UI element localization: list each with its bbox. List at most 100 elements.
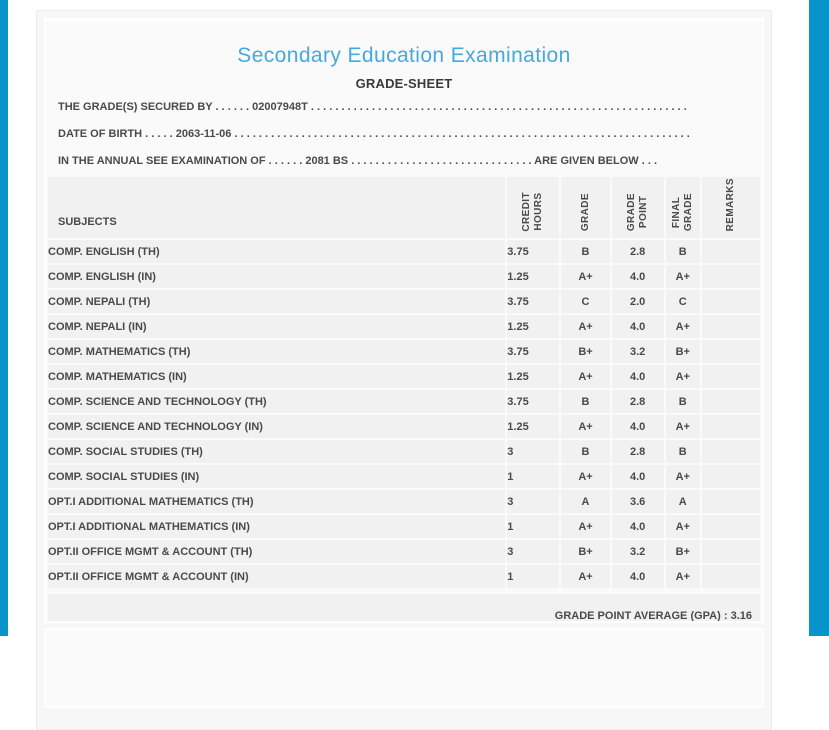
table-row: COMP. SCIENCE AND TECHNOLOGY (IN) 1.25 A… — [48, 415, 760, 439]
credit-hours-cell: 3.75 — [507, 340, 560, 364]
final-grade-cell: A+ — [665, 365, 700, 389]
gpa-value: 3.16 — [730, 610, 752, 623]
grade-point-cell: 4.0 — [611, 365, 664, 389]
grade-table-body: COMP. ENGLISH (TH) 3.75 B 2.8 B COMP. EN… — [48, 240, 760, 589]
final-grade-cell: B — [665, 240, 700, 264]
final-grade-cell: A — [665, 490, 700, 514]
remarks-cell — [701, 315, 760, 339]
page-title: Secondary Education Examination — [237, 44, 571, 67]
grade-cell: A+ — [561, 415, 610, 439]
remarks-cell — [701, 340, 760, 364]
subject-cell: COMP. SCIENCE AND TECHNOLOGY (IN) — [48, 415, 506, 439]
table-header-row: SUBJECTS CREDIT HOURS GRADE GRADE POINT … — [48, 177, 760, 239]
credit-hours-cell: 1 — [507, 465, 560, 489]
grade-cell: A+ — [561, 265, 610, 289]
remarks-cell — [701, 440, 760, 464]
column-header-remarks: REMARKS — [701, 177, 760, 239]
column-header-grade: GRADE — [561, 177, 610, 239]
final-grade-cell: A+ — [665, 315, 700, 339]
credit-hours-cell: 3 — [507, 490, 560, 514]
grade-point-cell: 3.2 — [611, 540, 664, 564]
remarks-cell — [701, 490, 760, 514]
credit-hours-cell: 3 — [507, 440, 560, 464]
table-row: OPT.II OFFICE MGMT & ACCOUNT (IN) 1 A+ 4… — [48, 565, 760, 589]
info-line-examination-year: IN THE ANNUAL SEE EXAMINATION OF . . . .… — [58, 153, 690, 169]
examination-year-value: 2081 BS — [305, 155, 349, 167]
grade-cell: A+ — [561, 365, 610, 389]
grade-cell: B+ — [561, 540, 610, 564]
grade-point-cell: 3.6 — [611, 490, 664, 514]
credit-hours-cell: 3.75 — [507, 240, 560, 264]
remarks-cell — [701, 515, 760, 539]
final-grade-cell: B+ — [665, 340, 700, 364]
next-section-panel — [44, 628, 764, 708]
page-subtitle: GRADE-SHEET — [355, 76, 453, 91]
table-row: COMP. SCIENCE AND TECHNOLOGY (TH) 3.75 B… — [48, 390, 760, 414]
dotted-filler: . . . . . . . . . . . . . . . . . . . . … — [351, 155, 658, 167]
grade-point-cell: 4.0 — [611, 465, 664, 489]
credit-hours-cell: 3.75 — [507, 390, 560, 414]
final-grade-cell: B — [665, 440, 700, 464]
left-accent-bar — [0, 0, 8, 636]
dotted-filler: . . . . . . . . . . . . . . . . . . . . … — [310, 101, 690, 113]
final-grade-cell: B — [665, 390, 700, 414]
table-row: COMP. NEPALI (IN) 1.25 A+ 4.0 A+ — [48, 315, 760, 339]
table-row: OPT.II OFFICE MGMT & ACCOUNT (TH) 3 B+ 3… — [48, 540, 760, 564]
table-row: COMP. MATHEMATICS (TH) 3.75 B+ 3.2 B+ — [48, 340, 760, 364]
credit-hours-cell: 1.25 — [507, 415, 560, 439]
info-label: THE GRADE(S) SECURED BY . . . . . . — [58, 101, 250, 113]
grade-point-cell: 4.0 — [611, 265, 664, 289]
column-header-credit-hours: CREDIT HOURS — [507, 177, 560, 239]
symbol-number-value: 02007948T — [252, 101, 308, 113]
credit-hours-cell: 3.75 — [507, 290, 560, 314]
table-row: COMP. ENGLISH (IN) 1.25 A+ 4.0 A+ — [48, 265, 760, 289]
table-row: COMP. NEPALI (TH) 3.75 C 2.0 C — [48, 290, 760, 314]
subject-cell: OPT.I ADDITIONAL MATHEMATICS (IN) — [48, 515, 506, 539]
grade-cell: A+ — [561, 465, 610, 489]
subject-cell: COMP. MATHEMATICS (IN) — [48, 365, 506, 389]
remarks-cell — [701, 415, 760, 439]
subject-cell: COMP. SCIENCE AND TECHNOLOGY (TH) — [48, 390, 506, 414]
table-row: OPT.I ADDITIONAL MATHEMATICS (IN) 1 A+ 4… — [48, 515, 760, 539]
subject-cell: OPT.II OFFICE MGMT & ACCOUNT (IN) — [48, 565, 506, 589]
credit-hours-cell: 1 — [507, 515, 560, 539]
final-grade-cell: A+ — [665, 265, 700, 289]
remarks-cell — [701, 565, 760, 589]
table-row: COMP. SOCIAL STUDIES (IN) 1 A+ 4.0 A+ — [48, 465, 760, 489]
final-grade-cell: B+ — [665, 540, 700, 564]
grade-cell: A+ — [561, 515, 610, 539]
grade-point-cell: 3.2 — [611, 340, 664, 364]
credit-hours-cell: 1 — [507, 565, 560, 589]
remarks-cell — [701, 265, 760, 289]
grade-cell: A+ — [561, 565, 610, 589]
remarks-cell — [701, 290, 760, 314]
subject-cell: COMP. SOCIAL STUDIES (IN) — [48, 465, 506, 489]
subject-cell: COMP. MATHEMATICS (TH) — [48, 340, 506, 364]
final-grade-cell: A+ — [665, 565, 700, 589]
grade-point-cell: 4.0 — [611, 415, 664, 439]
subject-cell: COMP. NEPALI (IN) — [48, 315, 506, 339]
credit-hours-cell: 3 — [507, 540, 560, 564]
grade-point-cell: 2.8 — [611, 240, 664, 264]
candidate-info-block: THE GRADE(S) SECURED BY . . . . . . 0200… — [46, 99, 762, 169]
remarks-cell — [701, 465, 760, 489]
gpa-summary-row: GRADE POINT AVERAGE (GPA) : 3.16 — [48, 594, 760, 623]
credit-hours-cell: 1.25 — [507, 315, 560, 339]
remarks-cell — [701, 365, 760, 389]
dotted-filler: . . . . . . . . . . . . . . . . . . . . … — [234, 128, 690, 140]
date-of-birth-value: 2063-11-06 — [175, 128, 232, 140]
subject-cell: OPT.I ADDITIONAL MATHEMATICS (TH) — [48, 490, 506, 514]
remarks-cell — [701, 390, 760, 414]
column-header-subjects: SUBJECTS — [48, 177, 506, 239]
info-line-grades-secured-by: THE GRADE(S) SECURED BY . . . . . . 0200… — [58, 99, 690, 115]
info-line-date-of-birth: DATE OF BIRTH . . . . . 2063-11-06 . . .… — [58, 126, 690, 142]
column-header-final-grade: FINAL GRADE — [665, 177, 700, 239]
grade-cell: A — [561, 490, 610, 514]
column-header-grade-point: GRADE POINT — [611, 177, 664, 239]
final-grade-cell: A+ — [665, 415, 700, 439]
final-grade-cell: A+ — [665, 515, 700, 539]
grade-cell: B — [561, 390, 610, 414]
grades-table: SUBJECTS CREDIT HOURS GRADE GRADE POINT … — [46, 175, 762, 590]
grade-cell: B — [561, 240, 610, 264]
grade-point-cell: 2.8 — [611, 440, 664, 464]
